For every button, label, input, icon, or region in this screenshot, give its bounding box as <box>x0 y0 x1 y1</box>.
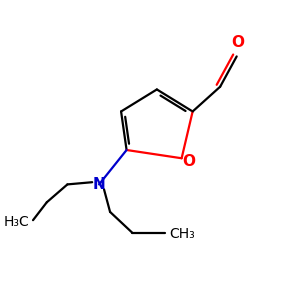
Text: O: O <box>232 34 244 50</box>
Text: H₃C: H₃C <box>3 214 29 229</box>
Text: O: O <box>182 154 195 169</box>
Text: N: N <box>93 177 105 192</box>
Text: CH₃: CH₃ <box>169 227 195 241</box>
